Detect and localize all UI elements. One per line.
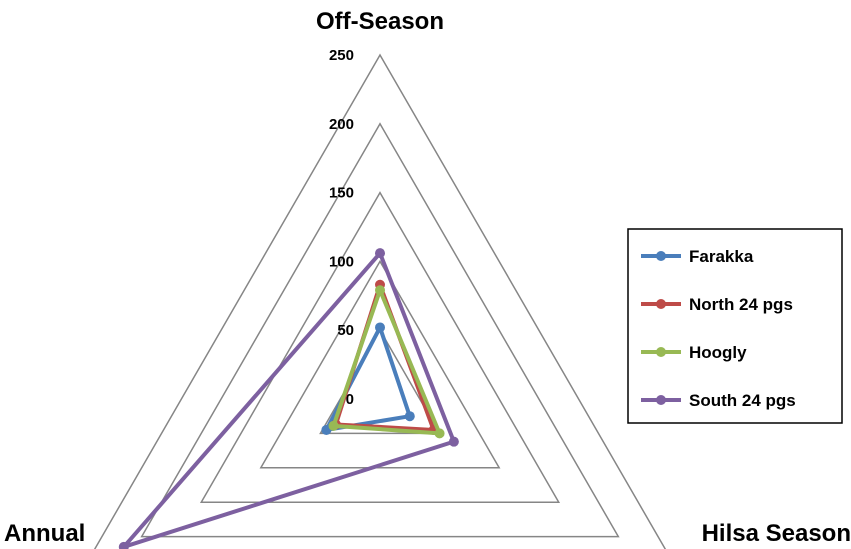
grid-ring-250 <box>93 53 667 549</box>
legend-marker-hoogly <box>656 347 666 357</box>
axis-label-hilsa-season: Hilsa Season <box>702 520 851 547</box>
legend-label-south-24-pgs: South 24 pgs <box>689 391 796 410</box>
axis-label-annual: Annual <box>4 520 85 547</box>
chart-legend: Farakka North 24 pgs Hoogly South 24 pgs <box>627 228 843 424</box>
radar-tick-labels: 0 50 100 150 200 250 <box>329 47 354 408</box>
axis-label-off-season: Off-Season <box>316 8 444 35</box>
tick-label-50: 50 <box>337 322 354 339</box>
series-point-farakka-1 <box>404 411 415 422</box>
series-line-farakka <box>324 325 412 432</box>
series-point-hoogly-1 <box>434 428 445 439</box>
grid-ring-200 <box>140 122 620 538</box>
series-point-south-24-pgs-2 <box>118 541 129 549</box>
legend-label-farakka: Farakka <box>689 247 754 266</box>
series-line-hoogly <box>331 288 442 436</box>
legend-label-hoogly: Hoogly <box>689 343 747 362</box>
series-point-hoogly-2 <box>328 420 339 431</box>
radar-grid <box>93 53 667 549</box>
tick-label-250: 250 <box>329 47 354 64</box>
legend-marker-north-24-pgs <box>656 299 666 309</box>
radar-series <box>118 248 459 549</box>
series-point-farakka-0 <box>375 322 385 333</box>
tick-label-100: 100 <box>329 253 354 270</box>
series-point-hoogly-0 <box>375 285 385 296</box>
tick-label-200: 200 <box>329 116 354 133</box>
series-line-south-24-pgs <box>121 251 456 549</box>
tick-label-0: 0 <box>346 391 354 408</box>
grid-ring-100 <box>259 259 501 469</box>
legend-marker-south-24-pgs <box>656 395 666 405</box>
series-point-south-24-pgs-0 <box>375 248 385 259</box>
legend-label-north-24-pgs: North 24 pgs <box>689 295 793 314</box>
grid-ring-150 <box>199 191 561 503</box>
tick-label-150: 150 <box>329 185 354 202</box>
series-point-south-24-pgs-1 <box>448 436 459 447</box>
legend-marker-farakka <box>656 251 666 261</box>
legend-box <box>627 228 843 424</box>
radar-axis-labels: Off-Season Hilsa Season Annual <box>4 8 851 547</box>
